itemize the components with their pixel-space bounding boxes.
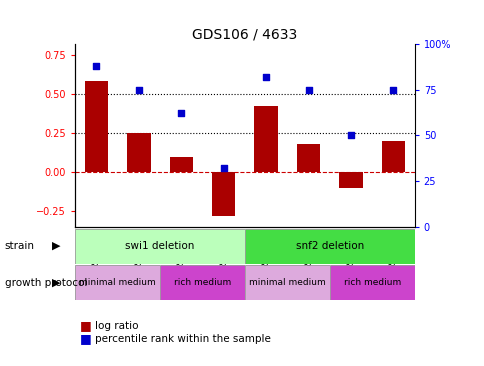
Bar <box>212 172 235 216</box>
Point <box>219 165 227 171</box>
Bar <box>169 157 193 172</box>
Title: GDS106 / 4633: GDS106 / 4633 <box>192 27 297 41</box>
Text: minimal medium: minimal medium <box>248 278 325 287</box>
Text: ▶: ▶ <box>51 278 60 288</box>
Text: ■: ■ <box>80 332 91 345</box>
Text: log ratio: log ratio <box>94 321 138 331</box>
Point <box>389 87 396 93</box>
Point <box>347 132 354 138</box>
Bar <box>254 107 277 172</box>
Point <box>304 87 312 93</box>
Text: growth protocol: growth protocol <box>5 278 87 288</box>
Bar <box>296 144 319 172</box>
Bar <box>339 172 362 188</box>
Text: swi1 deletion: swi1 deletion <box>125 241 195 251</box>
Text: ▶: ▶ <box>51 241 60 251</box>
Text: ■: ■ <box>80 319 91 332</box>
Point <box>135 87 142 93</box>
Text: snf2 deletion: snf2 deletion <box>295 241 363 251</box>
Text: rich medium: rich medium <box>173 278 231 287</box>
Bar <box>381 141 404 172</box>
Text: rich medium: rich medium <box>343 278 400 287</box>
Text: minimal medium: minimal medium <box>79 278 156 287</box>
Text: strain: strain <box>5 241 35 251</box>
Point <box>92 63 100 69</box>
Text: percentile rank within the sample: percentile rank within the sample <box>94 333 270 344</box>
Bar <box>85 82 108 172</box>
Point <box>262 74 270 80</box>
Point <box>177 111 185 116</box>
Bar <box>127 133 150 172</box>
